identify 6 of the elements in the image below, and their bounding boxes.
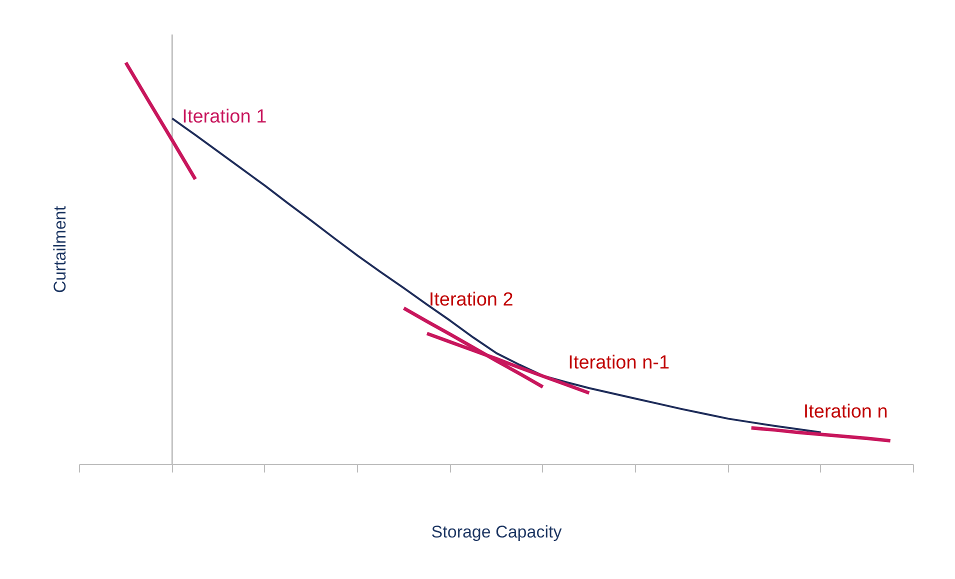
series-label: Iteration n-1: [568, 352, 670, 374]
series-label: Iteration n: [803, 401, 888, 422]
y-axis-title: Curtailment: [50, 206, 70, 293]
x-axis-title: Storage Capacity: [431, 522, 562, 542]
series-label: Iteration 2: [428, 290, 514, 311]
series-label: Iteration 1: [182, 106, 267, 128]
